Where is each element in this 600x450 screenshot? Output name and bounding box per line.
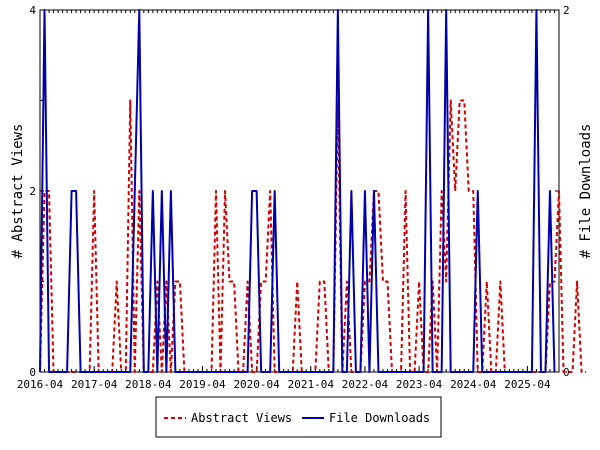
y-left-tick-label: 2 [29, 185, 36, 198]
x-tick-label: 2023-04 [396, 378, 443, 391]
series-line-file-downloads [39, 9, 556, 373]
series-layer [39, 9, 587, 373]
x-tick-label: 2020-04 [233, 378, 280, 391]
x-tick-label: 2017-04 [71, 378, 118, 391]
legend-label-file-downloads: File Downloads [329, 411, 430, 425]
x-tick-label: 2022-04 [342, 378, 389, 391]
x-tick-labels: 2016-04 2017-04 2018-04 2019-04 2020-04 2021-… [17, 378, 551, 391]
y-axis-left-title: # Abstract Views [10, 124, 26, 259]
y-tick-labels: 0 2 4 0 2 [29, 4, 569, 379]
y-right-tick-label: 0 [563, 366, 570, 379]
x-tick-label: 2018-04 [125, 378, 172, 391]
y-right-tick-label: 2 [563, 4, 570, 17]
x-tick-label: 2021-04 [288, 378, 335, 391]
x-tick-label: 2016-04 [17, 378, 64, 391]
y-left-tick-label: 4 [29, 4, 36, 17]
legend-label-abstract-views: Abstract Views [191, 411, 292, 425]
x-tick-label: 2019-04 [179, 378, 226, 391]
legend-box [155, 396, 442, 438]
x-tick-label: 2024-04 [450, 378, 497, 391]
x-tick-label: 2025-04 [504, 378, 551, 391]
y-axis-right-title: # File Downloads [578, 124, 594, 259]
y-left-tick-label: 0 [29, 366, 36, 379]
legend: Abstract Views File Downloads [155, 396, 442, 438]
